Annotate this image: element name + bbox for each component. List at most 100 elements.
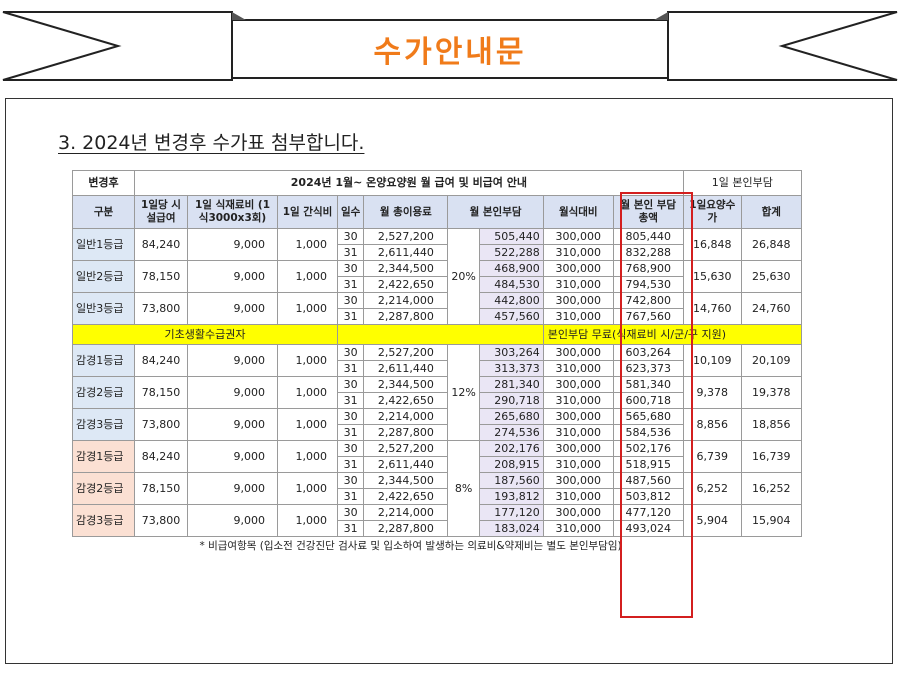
daily-care-fee: 14,760 [682,292,742,325]
table-row: 31 2,422,650 193,812 310,000 503,812 [73,488,802,505]
days: 30 [336,228,365,245]
meal-fee: 310,000 [542,456,614,473]
days: 31 [336,488,365,505]
meal-fee: 300,000 [542,472,614,489]
daily-care-fee: 5,904 [682,504,742,537]
fee-table: 변경후 2024년 1월~ 온양요양원 월 급여 및 비급여 안내 1일 본인부… [72,170,802,555]
table-row: 31 2,422,650 484,530 310,000 794,530 [73,276,802,293]
daily-total: 15,904 [740,504,802,537]
copay-sum: 503,812 [612,488,684,505]
copay-sum: 565,680 [612,408,684,425]
grade-name: 일반1등급 [72,228,135,261]
yellow-spacer [337,324,544,345]
monthly-copay: 290,718 [478,392,544,409]
monthly-total: 2,611,440 [363,360,449,377]
monthly-total: 2,527,200 [363,228,449,245]
footnote-spacer [73,537,188,556]
monthly-copay: 442,800 [478,292,544,309]
meal-fee: 300,000 [542,376,614,393]
monthly-total: 2,344,500 [363,376,449,393]
snack-fee: 1,000 [277,344,338,377]
daily-care-fee: 15,630 [682,260,742,293]
days: 31 [336,424,365,441]
snack-fee: 1,000 [277,440,338,473]
copay-sum: 518,915 [612,456,684,473]
daily-total: 25,630 [740,260,802,293]
grade-name: 일반3등급 [72,292,135,325]
meal-fee: 300,000 [542,260,614,277]
copay-sum: 832,288 [612,244,684,261]
corner-label: 변경후 [72,170,135,196]
monthly-total: 2,214,000 [363,504,449,521]
fee-table-wrapper: 변경후 2024년 1월~ 온양요양원 월 급여 및 비급여 안내 1일 본인부… [72,170,802,555]
monthly-copay: 187,560 [478,472,544,489]
daily-total: 24,760 [740,292,802,325]
monthly-copay: 505,440 [478,228,544,245]
food-fee: 9,000 [187,440,278,473]
days: 30 [336,472,365,489]
col-header: 월 총이용료 [363,195,449,229]
daily-total: 16,739 [740,440,802,473]
column-header-row: 구분 1일당 시설급여 1일 식재료비 (1식3000x3회) 1일 간식비 일… [72,195,802,229]
monthly-total: 2,422,650 [363,276,449,293]
monthly-copay: 281,340 [478,376,544,393]
monthly-copay: 522,288 [478,244,544,261]
days: 30 [336,292,365,309]
copay-sum: 581,340 [612,376,684,393]
col-header: 1일요양수가 [682,195,742,229]
monthly-total: 2,214,000 [363,292,449,309]
copay-sum: 794,530 [612,276,684,293]
days: 30 [336,376,365,393]
monthly-copay: 303,264 [478,344,544,361]
daily-care-fee: 9,378 [682,376,742,409]
monthly-copay: 457,560 [478,308,544,325]
table-title-row: 변경후 2024년 1월~ 온양요양원 월 급여 및 비급여 안내 1일 본인부… [72,170,802,196]
meal-fee: 310,000 [542,244,614,261]
facility-fee: 78,150 [134,376,188,409]
monthly-total: 2,344,500 [363,260,449,277]
facility-fee: 78,150 [134,260,188,293]
table-row: 일반3등급 73,800 9,000 1,000 30 2,214,000 442,800 3… [72,292,802,325]
daily-total: 18,856 [740,408,802,441]
copay-rate: 20% [447,228,480,325]
food-fee: 9,000 [187,292,278,325]
page-heading: 3. 2024년 변경후 수가표 첨부합니다. [58,132,365,154]
col-header: 합계 [740,195,802,229]
col-header: 구분 [72,195,135,229]
days: 31 [336,308,365,325]
monthly-total: 2,287,800 [363,424,449,441]
table-row: 31 2,287,800 274,536 310,000 584,536 [73,424,802,441]
monthly-total: 2,527,200 [363,440,449,457]
grade-name: 감경3등급 [72,504,135,537]
snack-fee: 1,000 [277,260,338,293]
monthly-total: 2,344,500 [363,472,449,489]
table-row: 감경1등급 84,240 9,000 1,000 30 2,527,200 12% 303,2… [72,344,802,441]
monthly-copay: 193,812 [478,488,544,505]
grade-name: 일반2등급 [72,260,135,293]
days: 31 [336,456,365,473]
monthly-total: 2,611,440 [363,244,449,261]
copay-sum: 742,800 [612,292,684,309]
copay-rate: 8% [447,440,480,537]
meal-fee: 300,000 [542,504,614,521]
meal-fee: 310,000 [542,488,614,505]
monthly-copay: 202,176 [478,440,544,457]
copay-sum: 477,120 [612,504,684,521]
copay-sum: 603,264 [612,344,684,361]
snack-fee: 1,000 [277,504,338,537]
days: 30 [336,440,365,457]
col-header: 월식대비 [542,195,614,229]
copay-sum: 487,560 [612,472,684,489]
copay-sum: 623,373 [612,360,684,377]
copay-sum: 502,176 [612,440,684,457]
monthly-total: 2,422,650 [363,392,449,409]
food-fee: 9,000 [187,472,278,505]
meal-fee: 300,000 [542,408,614,425]
daily-care-fee: 16,848 [682,228,742,261]
table-row: 감경2등급 78,150 9,000 1,000 30 2,344,500 281,340 3… [72,376,802,409]
col-header: 1일 식재료비 (1식3000x3회) [187,195,278,229]
facility-fee: 84,240 [134,440,188,473]
daily-care-fee: 8,856 [682,408,742,441]
basic-recipient-note: 본인부담 무료(식재료비 시/군/구 지원) [542,324,802,345]
food-fee: 9,000 [187,408,278,441]
